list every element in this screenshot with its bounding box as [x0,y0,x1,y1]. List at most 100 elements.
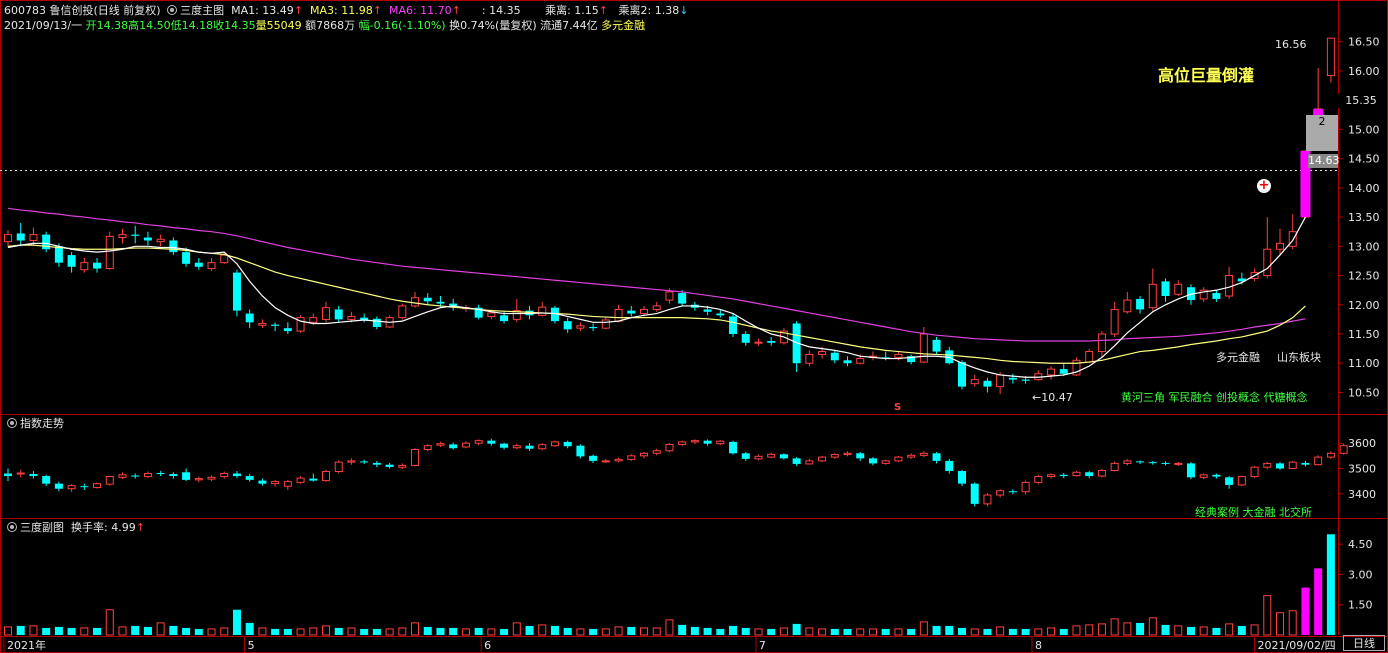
price-candle [907,356,916,363]
index-candle [436,443,445,446]
turnover-bar [830,628,839,635]
index-candle [818,456,827,462]
turnover-bar [640,627,648,636]
turnover-bar [271,628,280,635]
price-candle [207,262,216,270]
turnover-bar [194,628,203,635]
tab-daily[interactable]: 日线 [1343,635,1385,651]
index-candle [67,485,76,490]
turnover-bar [1326,534,1335,635]
turnover-bar [1250,624,1259,636]
turnover-bar [347,627,356,636]
turnover-bar [970,628,979,636]
index-gear-icon[interactable] [7,418,17,428]
deviation-2: 乘离2: 1.38 [618,4,680,17]
turnover-bar [1263,595,1272,636]
index-candle [16,472,25,475]
turnover-bar [1059,628,1068,635]
price-candle [156,238,165,243]
index-candle [131,475,140,477]
turnover-bar [182,627,191,635]
turnover-bar [16,625,25,635]
change: 幅-0.16(-1.10%) [358,19,446,32]
index-candle [296,477,305,483]
index-candle [245,476,254,480]
index-panel-title[interactable]: 指数走势 [4,417,64,431]
turnover-bar [843,628,852,635]
price-candle [474,307,483,318]
price-axis-label: 12.00 [1348,299,1380,312]
price-candle [1136,298,1145,310]
index-candle [194,478,203,481]
price-candle [1199,289,1208,300]
sub-gear-icon[interactable] [7,522,17,532]
turnover-bar [703,627,712,635]
index-candle [334,461,343,473]
price-candle [1021,379,1030,381]
price-candle [818,351,827,355]
xaxis-label: 8 [1035,639,1042,652]
turnover-bar [4,626,12,636]
turnover-bar [1123,622,1132,636]
index-candle [614,458,623,462]
index-candle [512,445,521,449]
price-candle [1326,37,1335,77]
turnover-bar [322,625,330,636]
price-candle [411,297,420,307]
price-candle [93,262,102,269]
index-candle [550,441,559,447]
index-candle [1212,474,1221,477]
index-candle [538,444,547,450]
index-candle [93,483,102,488]
price-axis-label: 10.50 [1348,386,1380,399]
index-candle [1339,445,1348,454]
turnover-bar [296,628,305,636]
position-box: 2 [1306,115,1338,151]
index-candle [1123,460,1132,464]
sector: 多元金融 [601,19,646,32]
turnover-axis-label: 1.50 [1348,599,1373,612]
settings-gear-icon[interactable] [167,5,178,15]
index-candle [958,471,966,484]
price-candle [856,358,865,364]
price-candle [589,326,598,329]
turnover-bar [93,627,102,635]
index-candle [423,445,432,450]
index-candle [1161,462,1170,464]
index-tags: 经典案例 大金融 北交所 [1195,506,1312,519]
indicator-name[interactable]: 三度主图 [180,4,225,17]
ma1-label: MA1: 13.49 [231,4,294,17]
index-candle [779,454,788,459]
price-candle [830,352,839,361]
index-candle [232,473,241,477]
turnover-bar [411,622,420,636]
index-candle [894,456,903,462]
index-candle [220,473,229,478]
plus-circle-icon[interactable]: + [1257,178,1271,193]
price-candle [538,306,547,316]
stock-code: 600783 [4,4,46,17]
index-candle [1225,477,1234,485]
turnover-bar [958,627,966,635]
price-candle [334,309,343,320]
price-candle [258,322,267,326]
price-candle [309,317,318,323]
index-candle [360,461,369,463]
turnover-bar [1237,625,1246,635]
turnover-bar [309,627,318,636]
index-candle [576,445,585,457]
stock-name: 鲁信创投(日线 前复权) [49,4,161,17]
turnover-bar [398,627,407,636]
index-candle [449,444,458,449]
concept-sector: 多元金融 [1216,351,1260,364]
price-candle [576,325,585,329]
price-candle [512,310,521,320]
price-axis-label: 14.00 [1348,182,1380,195]
price-candle [640,308,648,315]
price-candle [143,237,152,241]
sub-panel-title[interactable]: 三度副图 换手率: 4.99↑ [4,521,145,535]
turnover-bar [1008,628,1017,635]
turnover-bar [1199,626,1208,636]
xaxis-label: 2021/09/02/四 [1258,639,1336,652]
